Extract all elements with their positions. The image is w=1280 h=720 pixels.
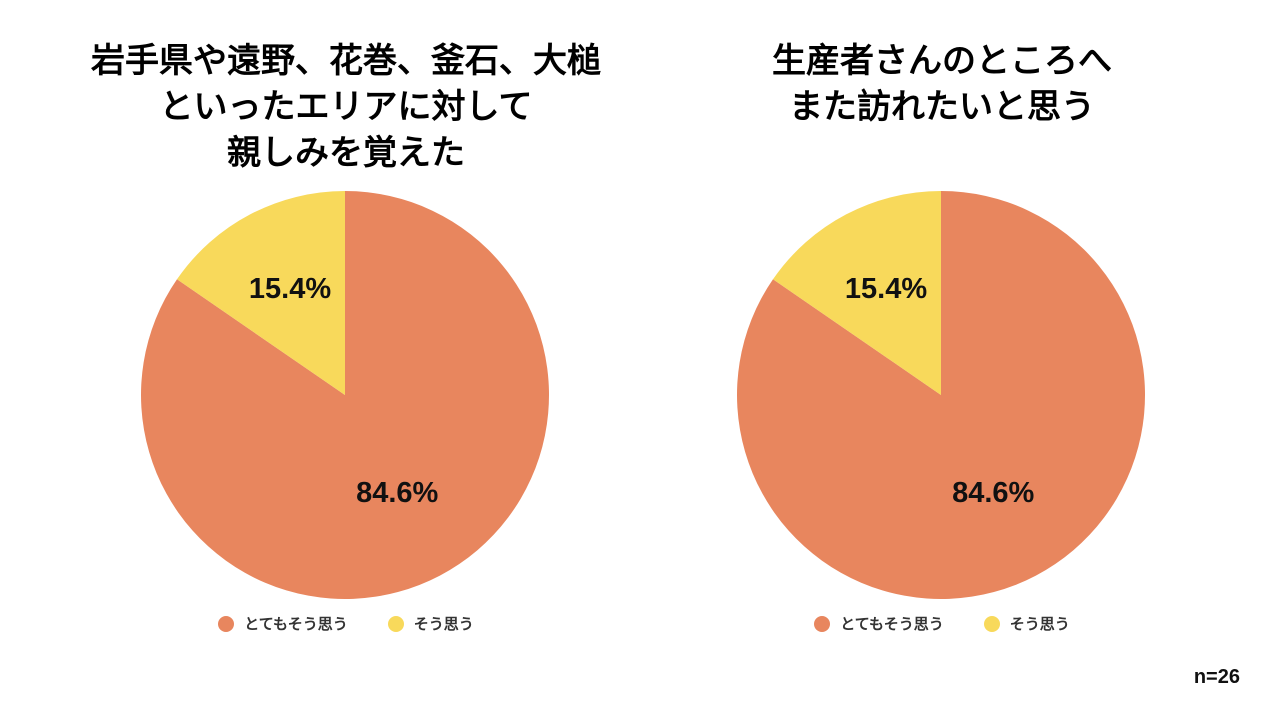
legend-label: とてもそう思う bbox=[840, 615, 944, 633]
legend-item: そう思う bbox=[983, 613, 1070, 634]
chart-legend: とてもそう思う そう思う bbox=[622, 613, 1262, 634]
chart-title-line: また訪れたいと思う bbox=[789, 87, 1095, 127]
legend-swatch bbox=[387, 615, 404, 632]
pie-slice bbox=[773, 191, 941, 395]
chart-legend: とてもそう思う そう思う bbox=[26, 613, 666, 634]
legend-swatch bbox=[983, 615, 1000, 632]
chart-title-line: 生産者さんのところへ bbox=[772, 41, 1112, 81]
chart-title-line: といったエリアに対して bbox=[159, 87, 533, 127]
pie-chart: 84.6% 15.4% bbox=[737, 191, 1146, 600]
chart-panel-left: 岩手県や遠野、花巻、釜石、大槌 といったエリアに対して 親しみを覚えた 84.6… bbox=[26, 0, 666, 720]
legend-item: とてもそう思う bbox=[218, 613, 348, 634]
chart-panel-right: 生産者さんのところへ また訪れたいと思う 84.6% 15.4% とてもそう思う … bbox=[622, 0, 1262, 720]
legend-label: そう思う bbox=[413, 615, 474, 633]
legend-swatch bbox=[814, 615, 831, 632]
sample-size-note: n=26 bbox=[1193, 666, 1240, 688]
chart-title-line: 岩手県や遠野、花巻、釜石、大槌 bbox=[91, 41, 601, 81]
chart-title: 岩手県や遠野、花巻、釜石、大槌 といったエリアに対して 親しみを覚えた bbox=[26, 38, 666, 176]
slice-data-label: 15.4% bbox=[249, 273, 331, 305]
legend-label: そう思う bbox=[1009, 615, 1070, 633]
legend-swatch bbox=[218, 615, 235, 632]
pie-chart: 84.6% 15.4% bbox=[141, 191, 550, 600]
pie-slice bbox=[177, 191, 345, 395]
pie-slice bbox=[737, 191, 1146, 600]
chart-title: 生産者さんのところへ また訪れたいと思う bbox=[622, 38, 1262, 130]
slice-data-label: 84.6% bbox=[952, 477, 1034, 509]
chart-title-line: 親しみを覚えた bbox=[227, 133, 465, 173]
pie-slice bbox=[141, 191, 550, 600]
slice-data-label: 15.4% bbox=[845, 273, 927, 305]
legend-label: とてもそう思う bbox=[244, 615, 348, 633]
legend-item: とてもそう思う bbox=[814, 613, 944, 634]
legend-item: そう思う bbox=[387, 613, 474, 634]
slice-data-label: 84.6% bbox=[356, 477, 438, 509]
